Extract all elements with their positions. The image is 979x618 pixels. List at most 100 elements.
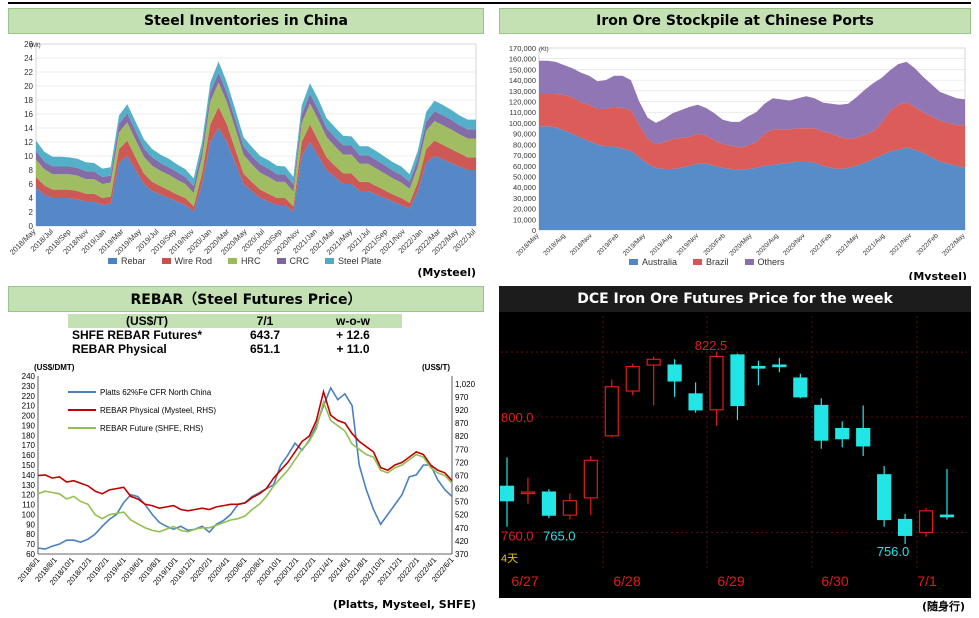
legend-label: REBAR Physical (Mysteel, RHS) <box>100 406 216 415</box>
source-note: (Mysteel) <box>908 270 967 280</box>
series-area-others <box>539 60 965 148</box>
legend-label: Rebar <box>121 256 146 266</box>
y-tick-label: 130,000 <box>509 87 536 96</box>
x-tick-label: 7/1 <box>917 573 937 589</box>
y-tick-label: 60,000 <box>513 162 536 171</box>
x-tick-label: 6/27 <box>511 573 538 589</box>
y-tick-label: 120,000 <box>509 98 536 107</box>
candle-body <box>646 358 661 366</box>
x-tick-label: 2019/Feb <box>596 232 621 257</box>
table-cell-change: + 11.0 <box>336 342 370 356</box>
x-tick-label: 2022/Feb <box>915 232 940 257</box>
y2-tick-label: 970 <box>455 393 469 402</box>
y-tick-label: 210 <box>22 402 36 411</box>
y-tick-label: 30,000 <box>513 194 536 203</box>
y-tick-label: 170,000 <box>509 44 536 53</box>
table-cell-label: REBAR Physical <box>72 342 167 356</box>
series-area-brazil <box>539 94 965 170</box>
y-tick-label: 130 <box>22 481 36 490</box>
source-note: (Platts, Mysteel, SHFE) <box>332 598 476 611</box>
y-tick-label: 160,000 <box>509 55 536 64</box>
y-tick-label: 140 <box>22 471 36 480</box>
y2-tick-label: 620 <box>455 485 469 494</box>
candle-body <box>583 459 598 499</box>
y-tick-label: 220 <box>22 392 36 401</box>
legend-item-wire-rod: Wire Rod <box>161 256 213 266</box>
candle-body <box>793 377 808 398</box>
y2-tick-label: 820 <box>455 432 469 441</box>
x-tick-label: 2018/Nov <box>569 232 594 257</box>
y-tick-label: 80,000 <box>513 140 536 149</box>
legend-label: Others <box>757 257 785 267</box>
legend-item-crc: CRC <box>276 256 310 266</box>
legend-label: CRC <box>289 256 310 266</box>
rebar-price-chart: (US$/DMT) (US$/T)607080901001101201301401… <box>16 364 476 587</box>
y-tick-label: 0 <box>532 226 536 235</box>
candle-body <box>499 485 515 502</box>
table-header-date: 7/1 <box>226 314 304 328</box>
x-tick-label: 2018/Aug <box>542 232 567 257</box>
y2-tick-label: 920 <box>455 406 469 415</box>
y-tick-label: 180 <box>22 431 36 440</box>
y-tick-label: 16 <box>24 110 33 119</box>
table-header-wow: w-o-w <box>304 314 402 328</box>
source-note: (Mysteel) <box>417 266 476 279</box>
table-cell-label: SHFE REBAR Futures* <box>72 328 203 342</box>
y-tick-label: 150,000 <box>509 65 536 74</box>
y2-tick-label: 370 <box>455 550 469 559</box>
legend-item-rebar: Rebar <box>108 256 146 266</box>
candle-body <box>709 355 724 411</box>
candle-body <box>730 354 745 407</box>
y-tick-label: 240 <box>22 372 36 381</box>
candle-body <box>667 364 682 382</box>
y-axis-label: (US$/DMT) <box>34 364 75 372</box>
panel-title: REBAR（Steel Futures Price） <box>8 286 484 312</box>
legend-label: Steel Plate <box>338 256 382 266</box>
series-line-1 <box>37 388 453 512</box>
y2-tick-label: 670 <box>455 471 469 480</box>
candle-body <box>835 427 850 440</box>
candle-body <box>604 386 619 437</box>
series-area-rebar <box>36 128 476 226</box>
legend: Australia Brazil Others <box>629 257 785 267</box>
dce-candlestick-chart: 822.5 800.0 760.0 765.0 756.0 4天 6/27 6/28 6/29 6… <box>499 312 971 598</box>
table-row: REBAR Physical 651.1 + 11.0 <box>68 342 402 356</box>
y-tick-label: 190 <box>22 421 36 430</box>
candle-body <box>814 404 829 441</box>
price-label-800: 800.0 <box>501 410 534 425</box>
y2-tick-label: 520 <box>455 511 469 520</box>
y-tick-label: 10 <box>24 152 33 161</box>
price-label-765: 765.0 <box>543 528 576 543</box>
candle-body <box>918 510 934 534</box>
legend-label: REBAR Future (SHFE, RHS) <box>100 424 203 433</box>
y2-tick-label: 570 <box>455 498 469 507</box>
x-tick-label: 2021/Nov <box>889 232 914 257</box>
x-tick-label: 2020/Nov <box>782 232 807 257</box>
y-tick-label: 230 <box>22 382 36 391</box>
y-tick-label: 40,000 <box>513 183 536 192</box>
x-tick-label: 2021/Feb <box>809 232 834 257</box>
rebar-futures-panel: REBAR（Steel Futures Price） (US$/T) 7/1 w… <box>8 286 484 614</box>
y2-tick-label: 770 <box>455 445 469 454</box>
panel-title: Iron Ore Stockpile at Chinese Ports <box>499 8 971 34</box>
top-rule <box>8 2 971 4</box>
candle-body <box>625 365 640 392</box>
days-label: 4天 <box>501 553 518 565</box>
unit-label: (Kt) <box>539 47 549 53</box>
y-tick-label: 110 <box>22 501 35 510</box>
y-tick-label: 110,000 <box>509 108 536 117</box>
y2-axis-label: (US$/T) <box>422 364 450 372</box>
y-tick-label: 26 <box>24 40 33 49</box>
series-area-crc <box>36 72 476 194</box>
y2-tick-label: 870 <box>455 419 469 428</box>
legend-label: Wire Rod <box>174 256 213 266</box>
x-tick-label: 2020/May <box>728 232 754 258</box>
series-area-wire-rod <box>36 107 476 212</box>
y-tick-label: 70 <box>26 540 35 549</box>
series-area-steel-plate <box>36 61 476 187</box>
candle-body <box>877 474 892 521</box>
legend-label: Brazil <box>706 257 729 267</box>
candle-body <box>856 427 871 447</box>
candle-body <box>520 491 536 495</box>
y2-tick-label: 1,020 <box>455 380 476 389</box>
